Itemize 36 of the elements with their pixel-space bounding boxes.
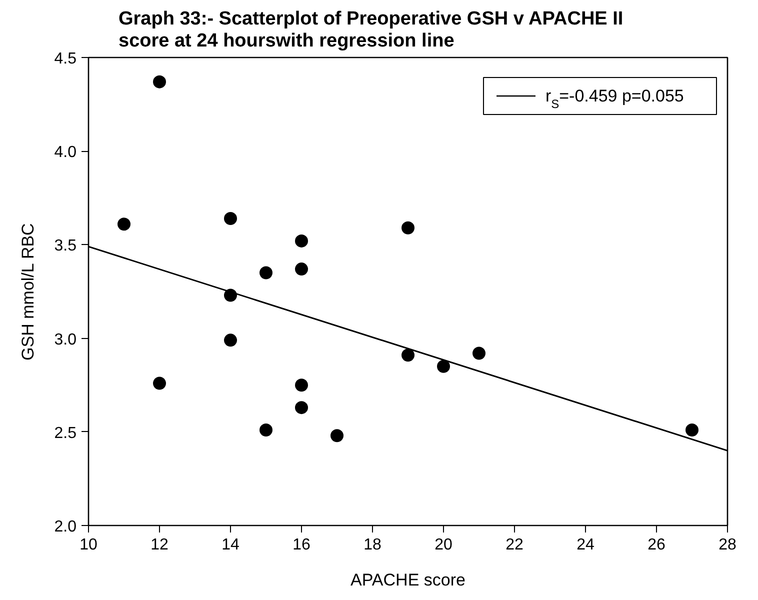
x-tick-label: 26 bbox=[648, 536, 666, 554]
x-tick-label: 16 bbox=[292, 536, 310, 554]
point bbox=[260, 266, 272, 280]
x-tick-label: 10 bbox=[80, 536, 98, 554]
point bbox=[472, 346, 486, 360]
point bbox=[224, 212, 237, 225]
x-tick-label: 18 bbox=[364, 536, 382, 554]
point bbox=[295, 262, 308, 276]
point bbox=[118, 218, 130, 231]
point bbox=[260, 424, 272, 437]
y-tick-label: 3.0 bbox=[54, 331, 77, 348]
x-axis-title: APACHE score bbox=[350, 570, 466, 590]
point bbox=[330, 429, 344, 442]
x-tick-label: 22 bbox=[506, 536, 524, 554]
point bbox=[153, 75, 166, 88]
point bbox=[686, 424, 698, 437]
y-tick-label: 4.0 bbox=[54, 144, 77, 162]
x-tick-label: 24 bbox=[576, 536, 594, 554]
point bbox=[295, 401, 308, 414]
point bbox=[153, 376, 166, 390]
point bbox=[295, 378, 308, 392]
point bbox=[224, 334, 237, 347]
point bbox=[402, 221, 414, 234]
x-tick-label: 28 bbox=[718, 536, 736, 554]
y-tick-label: 2.5 bbox=[54, 424, 77, 442]
point bbox=[295, 234, 308, 248]
x-tick-label: 20 bbox=[434, 536, 452, 554]
y-tick-label: 3.5 bbox=[54, 238, 77, 255]
x-tick-label: 14 bbox=[222, 536, 240, 554]
point bbox=[437, 360, 450, 373]
point bbox=[402, 348, 414, 362]
x-tick-label: 12 bbox=[150, 536, 168, 554]
y-tick-label: 2.0 bbox=[54, 518, 77, 536]
y-tick-label: 4.5 bbox=[54, 50, 77, 68]
chart-title: Graph 33:- Scatterplot of Preoperative GSH v APACHE II score at 24 hourswith regression line bbox=[118, 8, 624, 52]
y-axis-title: GSH mmol/L RBC bbox=[18, 223, 38, 360]
